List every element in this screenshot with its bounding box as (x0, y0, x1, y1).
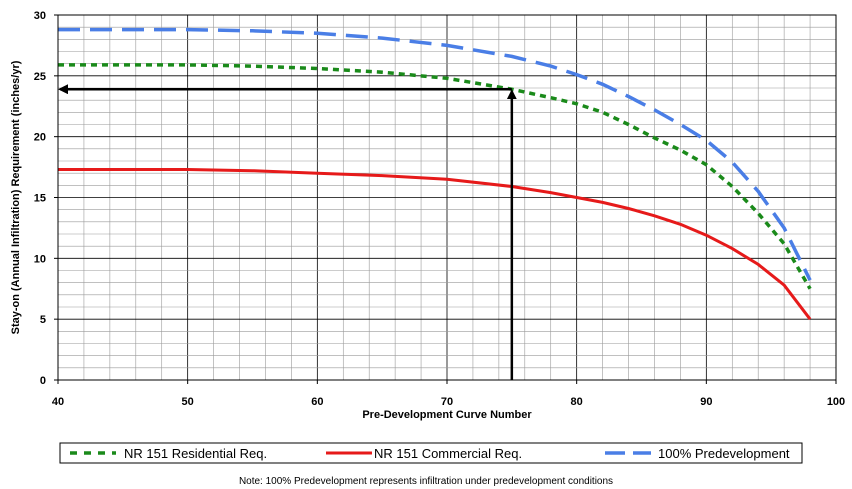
footnote: Note: 100% Predevelopment represents inf… (239, 476, 613, 487)
plot-area (57, 14, 837, 381)
y-tick-label: 20 (34, 132, 46, 144)
legend: NR 151 Residential Req. NR 151 Commercial… (59, 442, 803, 464)
series-line-1 (58, 63, 812, 290)
x-tick-label: 90 (700, 396, 712, 408)
y-tick-label: 5 (40, 314, 46, 326)
legend-label-2: NR 151 Commercial Req. (374, 446, 522, 461)
y-tick-label: 15 (34, 193, 46, 205)
legend-label-3: 100% Predevelopment (658, 446, 790, 461)
series-line-2 (58, 168, 812, 321)
x-tick-label: 100 (827, 396, 845, 408)
x-tick-label: 40 (52, 396, 64, 408)
legend-box (59, 442, 803, 464)
x-tick-label: 50 (182, 396, 194, 408)
y-tick-label: 30 (34, 10, 46, 22)
x-tick-label: 70 (441, 396, 453, 408)
x-tick-label: 60 (311, 396, 323, 408)
x-tick-label: 80 (571, 396, 583, 408)
y-tick-label: 10 (34, 253, 46, 265)
legend-label-1: NR 151 Residential Req. (124, 446, 267, 461)
y-tick-label: 0 (40, 375, 46, 387)
y-axis-title: Stay-on (Annual Infiltration) Requiremen… (10, 60, 22, 334)
axes: 40 50 60 70 80 90 100 0 5 10 15 20 25 30 (34, 10, 845, 408)
y-tick-label: 25 (34, 71, 46, 83)
series-line-3 (58, 27, 812, 281)
x-axis-title: Pre-Development Curve Number (362, 409, 532, 421)
